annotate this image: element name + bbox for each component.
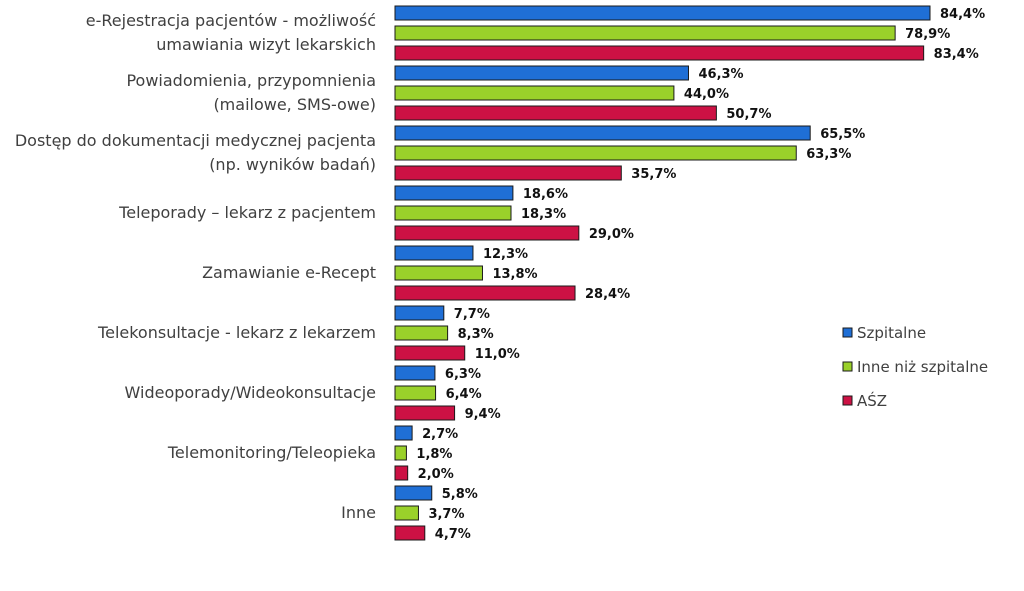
legend-label: AŚZ bbox=[857, 391, 887, 410]
bar bbox=[394, 285, 576, 301]
data-label: 44,0% bbox=[684, 87, 729, 102]
category-label: Telemonitoring/Teleopieka bbox=[167, 443, 376, 462]
bar bbox=[394, 5, 931, 21]
bar bbox=[394, 25, 896, 41]
legend-label: Szpitalne bbox=[857, 324, 926, 342]
data-label: 4,7% bbox=[435, 527, 471, 542]
legend-swatch bbox=[842, 361, 853, 372]
category-label: Zamawianie e-Recept bbox=[202, 263, 376, 282]
bar bbox=[394, 165, 622, 181]
bar bbox=[394, 265, 483, 281]
bar bbox=[394, 125, 811, 141]
data-label: 2,0% bbox=[418, 467, 454, 482]
bar bbox=[394, 185, 514, 201]
data-label: 2,7% bbox=[422, 427, 458, 442]
bar bbox=[394, 205, 512, 221]
data-label: 1,8% bbox=[416, 447, 452, 462]
category-label: Teleporady – lekarz z pacjentem bbox=[118, 203, 376, 222]
data-label: 18,6% bbox=[523, 187, 568, 202]
data-label: 8,3% bbox=[458, 327, 494, 342]
legend-label: Inne niż szpitalne bbox=[857, 358, 988, 376]
data-label: 65,5% bbox=[820, 127, 865, 142]
data-label: 3,7% bbox=[428, 507, 464, 522]
bar bbox=[394, 45, 925, 61]
bar bbox=[394, 365, 436, 381]
bar bbox=[394, 445, 407, 461]
bar bbox=[394, 245, 474, 261]
category-label: Powiadomienia, przypomnienia (mailowe, SM… bbox=[126, 71, 376, 114]
bar bbox=[394, 465, 409, 481]
bar bbox=[394, 85, 675, 101]
data-label: 13,8% bbox=[492, 267, 537, 282]
bar bbox=[394, 305, 445, 321]
bar bbox=[394, 105, 717, 121]
category-label: Dostęp do dokumentacji medycznej pacjent… bbox=[15, 131, 376, 174]
data-label: 78,9% bbox=[905, 27, 950, 42]
data-label: 84,4% bbox=[940, 7, 985, 22]
bar bbox=[394, 385, 437, 401]
legend-swatch bbox=[842, 327, 853, 338]
legend-swatch bbox=[842, 395, 853, 406]
data-label: 35,7% bbox=[631, 167, 676, 182]
data-label: 63,3% bbox=[806, 147, 851, 162]
data-label: 6,3% bbox=[445, 367, 481, 382]
bar bbox=[394, 145, 797, 161]
bar bbox=[394, 425, 413, 441]
category-label: Telekonsultacje - lekarz z lekarzem bbox=[97, 323, 376, 342]
data-label: 18,3% bbox=[521, 207, 566, 222]
bar bbox=[394, 405, 456, 421]
data-label: 46,3% bbox=[698, 67, 743, 82]
category-label: e-Rejestracja pacjentów - możliwość umawi… bbox=[86, 11, 376, 54]
category-label: Inne bbox=[341, 503, 376, 522]
data-label: 50,7% bbox=[726, 107, 771, 122]
bar bbox=[394, 485, 433, 501]
bar bbox=[394, 65, 689, 81]
data-label: 83,4% bbox=[934, 47, 979, 62]
data-label: 9,4% bbox=[465, 407, 501, 422]
data-label: 12,3% bbox=[483, 247, 528, 262]
data-label: 5,8% bbox=[442, 487, 478, 502]
bar bbox=[394, 225, 580, 241]
data-label: 29,0% bbox=[589, 227, 634, 242]
data-label: 28,4% bbox=[585, 287, 630, 302]
data-label: 7,7% bbox=[454, 307, 490, 322]
data-label: 6,4% bbox=[446, 387, 482, 402]
category-label: Wideoporady/Wideokonsultacje bbox=[125, 383, 376, 402]
bar bbox=[394, 325, 449, 341]
bar bbox=[394, 525, 426, 541]
bar bbox=[394, 345, 466, 361]
bar bbox=[394, 505, 419, 521]
data-label: 11,0% bbox=[475, 347, 520, 362]
